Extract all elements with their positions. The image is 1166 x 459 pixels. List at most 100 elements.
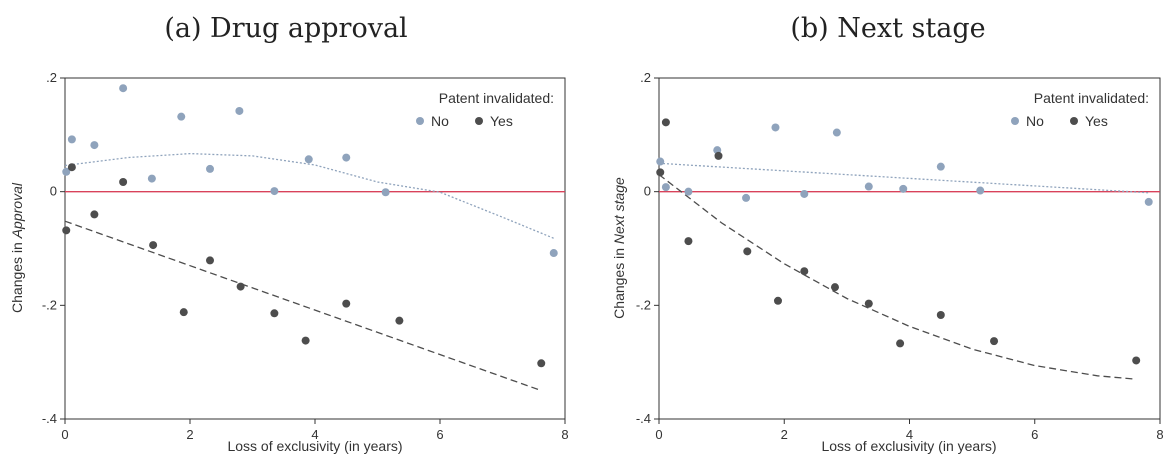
point-yes	[661, 118, 670, 127]
panel-title: (b) Next stage	[790, 13, 985, 44]
y-tick-label: -.2	[42, 297, 57, 312]
point-yes	[990, 337, 999, 346]
point-no	[90, 141, 99, 150]
y-axis-label-prefix: Changes in	[611, 244, 627, 319]
fit-curve-yes	[658, 174, 1137, 380]
point-yes	[830, 283, 839, 292]
point-yes	[236, 282, 245, 291]
point-yes	[62, 226, 71, 235]
panel-b-next-stage: (b) Next stage 0 2 4 6 8 -.4 -.2 0 .2 Loss of ex…	[611, 13, 1164, 454]
legend-marker-no	[416, 117, 424, 125]
point-yes	[656, 168, 665, 177]
point-yes	[1132, 356, 1141, 365]
point-no	[119, 84, 128, 93]
x-tick-label: 2	[781, 427, 788, 442]
panel-title: (a) Drug approval	[164, 13, 407, 44]
point-no	[771, 123, 780, 132]
scatter-points	[62, 84, 558, 368]
y-axis-label: Changes in Next stage	[611, 177, 627, 319]
y-tick-label: 0	[644, 184, 651, 199]
point-no	[661, 183, 670, 192]
y-axis-label-variable: Next stage	[611, 177, 627, 244]
legend-title: Patent invalidated:	[439, 90, 554, 106]
point-no	[936, 162, 945, 171]
point-no	[742, 193, 751, 202]
legend: Patent invalidated: No Yes	[1011, 90, 1149, 129]
point-yes	[179, 308, 188, 317]
point-yes	[270, 309, 279, 318]
x-tick-label: 2	[186, 427, 193, 442]
point-yes	[936, 310, 945, 319]
legend-label-no: No	[1026, 113, 1044, 129]
point-no	[342, 153, 351, 162]
point-no	[800, 189, 809, 198]
fit-curve-yes	[64, 220, 542, 392]
legend-label-no: No	[431, 113, 449, 129]
point-yes	[119, 178, 128, 187]
point-yes	[90, 210, 99, 219]
point-no	[147, 174, 156, 183]
legend-marker-yes	[1070, 117, 1078, 125]
legend: Patent invalidated: No Yes	[416, 90, 554, 129]
x-tick-label: 8	[561, 427, 568, 442]
axis-ticks: 0 2 4 6 8 -.4 -.2 0 .2	[42, 70, 569, 442]
point-yes	[537, 359, 546, 368]
point-no	[1144, 197, 1153, 206]
point-no	[206, 164, 214, 173]
x-axis-label: Loss of exclusivity (in years)	[227, 438, 402, 454]
axis-ticks: 0 2 4 6 8 -.4 -.2 0 .2	[636, 70, 1164, 442]
legend-marker-yes	[475, 117, 483, 125]
y-tick-label: -.2	[636, 297, 651, 312]
legend-label-yes: Yes	[1085, 113, 1108, 129]
x-tick-label: 4	[906, 427, 913, 442]
point-yes	[800, 267, 809, 276]
point-no	[177, 112, 186, 121]
scatter-points	[656, 118, 1153, 365]
y-tick-label: -.4	[42, 411, 57, 426]
point-yes	[67, 163, 76, 172]
point-yes	[206, 256, 214, 265]
point-yes	[342, 299, 351, 308]
point-no	[899, 184, 908, 193]
point-no	[235, 106, 244, 115]
x-tick-label: 6	[436, 427, 443, 442]
point-no	[67, 135, 76, 144]
point-no	[549, 249, 558, 258]
y-tick-label: .2	[46, 70, 57, 85]
point-yes	[395, 316, 404, 325]
panel-a-drug-approval: (a) Drug approval 0 2 4 6 8 -.4 -.2 0 .2 Loss of…	[9, 13, 569, 454]
point-no	[270, 187, 279, 196]
legend-title: Patent invalidated:	[1034, 90, 1149, 106]
point-no	[62, 167, 71, 176]
x-tick-label: 4	[311, 427, 318, 442]
point-no	[656, 157, 665, 166]
y-axis-label-variable: Approval	[9, 182, 25, 239]
point-no	[304, 155, 313, 164]
plot-frame	[658, 77, 1161, 420]
point-yes	[149, 241, 158, 250]
point-yes	[864, 299, 873, 308]
x-tick-label: 6	[1031, 427, 1038, 442]
y-axis-label: Changes in Approval	[9, 182, 25, 313]
legend-label-yes: Yes	[490, 113, 513, 129]
point-no	[976, 186, 985, 195]
point-no	[864, 182, 873, 191]
legend-marker-no	[1011, 117, 1019, 125]
fit-curve-no	[64, 152, 555, 239]
point-yes	[684, 237, 693, 246]
x-tick-label: 0	[61, 427, 68, 442]
y-tick-label: 0	[50, 184, 57, 199]
point-yes	[743, 247, 752, 256]
point-yes	[896, 339, 905, 348]
x-tick-label: 0	[655, 427, 662, 442]
x-tick-label: 8	[1156, 427, 1163, 442]
point-no	[832, 128, 841, 137]
point-yes	[773, 296, 782, 305]
fit-curve-no	[658, 162, 1149, 194]
y-tick-label: .2	[640, 70, 651, 85]
y-axis-label-prefix: Changes in	[9, 238, 25, 313]
point-yes	[714, 151, 723, 160]
point-no	[684, 187, 693, 196]
x-axis-label: Loss of exclusivity (in years)	[821, 438, 996, 454]
